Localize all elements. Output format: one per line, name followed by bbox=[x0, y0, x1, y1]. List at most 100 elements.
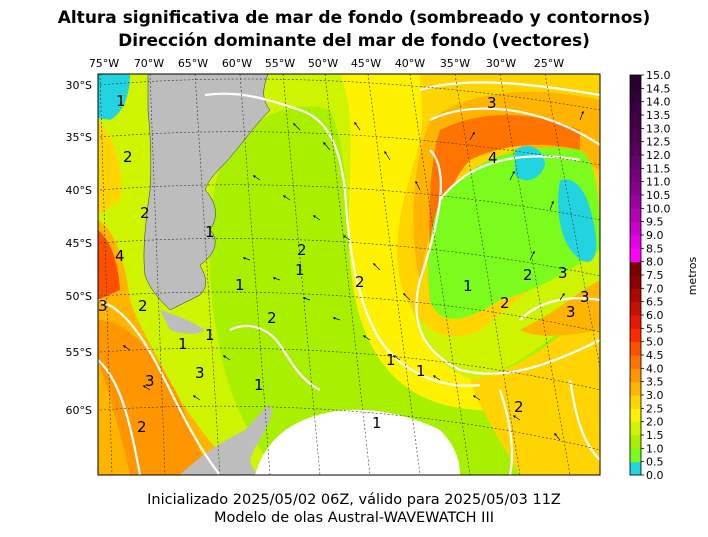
colorbar-segment bbox=[630, 341, 641, 356]
contour-label: 3 bbox=[487, 94, 497, 112]
contour-label: 1 bbox=[372, 414, 382, 432]
colorbar-segment bbox=[630, 435, 641, 449]
contour-label: 1 bbox=[116, 92, 126, 110]
contour-label: 1 bbox=[295, 261, 305, 279]
longitude-labels: 75°W 70°W 65°W 60°W 55°W 50°W 45°W 40°W … bbox=[89, 57, 564, 70]
colorbar-segment bbox=[630, 208, 641, 223]
lon-label: 30°W bbox=[486, 57, 516, 70]
colorbar-segment bbox=[630, 315, 641, 329]
colorbar-tick-label: 3.0 bbox=[646, 389, 664, 402]
colorbar-tick-label: 13.0 bbox=[646, 122, 671, 135]
contour-label: 4 bbox=[488, 149, 498, 167]
colorbar-segment bbox=[630, 275, 641, 289]
contour-label: 1 bbox=[254, 376, 264, 394]
map-subtitle: Dirección dominante del mar de fondo (ve… bbox=[118, 31, 590, 51]
colorbar-tick-label: 3.5 bbox=[646, 376, 664, 389]
map-frame bbox=[97, 73, 601, 476]
lon-label: 60°W bbox=[222, 57, 252, 70]
colorbar-tick-label: 11.5 bbox=[646, 162, 671, 175]
colorbar-segment bbox=[630, 261, 641, 276]
colorbar-segment bbox=[630, 168, 641, 183]
colorbar-tick-label: 4.0 bbox=[646, 362, 664, 375]
lat-label: 50°S bbox=[66, 290, 92, 303]
swell-vectors bbox=[122, 110, 584, 441]
colorbar-segment bbox=[630, 328, 641, 343]
map-title: Altura significativa de mar de fondo (so… bbox=[57, 8, 651, 28]
lon-label: 25°W bbox=[534, 57, 564, 70]
colorbar-tick-label: 14.5 bbox=[646, 82, 671, 95]
contour-label: 2 bbox=[123, 148, 133, 166]
colorbar: 0.00.51.01.52.02.53.03.54.04.55.05.56.06… bbox=[629, 69, 671, 482]
colorbar-segment bbox=[630, 181, 641, 196]
contour-label: 2 bbox=[140, 204, 150, 222]
contour-label: 1 bbox=[463, 277, 473, 295]
colorbar-tick-label: 1.5 bbox=[646, 429, 664, 442]
lon-label: 35°W bbox=[440, 57, 470, 70]
contour-label: 3 bbox=[580, 288, 590, 306]
contour-label: 3 bbox=[558, 264, 568, 282]
contour-label: 2 bbox=[514, 398, 524, 416]
contour-label: 1 bbox=[235, 276, 245, 294]
contour-label: 1 bbox=[416, 362, 426, 380]
contour-label: 3 bbox=[98, 297, 108, 315]
colorbar-tick-label: 5.5 bbox=[646, 322, 664, 335]
lat-label: 30°S bbox=[66, 79, 92, 92]
colorbar-segment bbox=[630, 115, 641, 129]
colorbar-tick-label: 8.0 bbox=[646, 256, 664, 269]
contour-label: 2 bbox=[297, 241, 307, 259]
colorbar-segment bbox=[630, 395, 641, 409]
footer-init-valid: Inicializado 2025/05/02 06Z, válido para… bbox=[147, 492, 561, 508]
colorbar-tick-label: 10.5 bbox=[646, 189, 671, 202]
contour-label: 3 bbox=[195, 364, 205, 382]
colorbar-tick-label: 7.5 bbox=[646, 269, 664, 282]
colorbar-tick-label: 8.5 bbox=[646, 242, 664, 255]
colorbar-segment bbox=[630, 75, 641, 89]
colorbar-segment bbox=[630, 235, 641, 249]
colorbar-segment bbox=[630, 301, 641, 316]
contour-label: 1 bbox=[205, 326, 215, 344]
colorbar-tick-label: 0.0 bbox=[646, 469, 664, 482]
colorbar-segment bbox=[630, 128, 641, 143]
lon-label: 40°W bbox=[395, 57, 425, 70]
contour-labels: 3 4 1 2 4 3 2 1 3 3 2 2 1 2 2 1 1 1 1 1 … bbox=[98, 92, 590, 436]
colorbar-tick-label: 4.5 bbox=[646, 349, 664, 362]
colorbar-label: metros bbox=[686, 256, 699, 295]
colorbar-segment bbox=[630, 421, 641, 436]
colorbar-segment bbox=[630, 248, 641, 263]
lon-label: 55°W bbox=[265, 57, 295, 70]
colorbar-tick-label: 5.0 bbox=[646, 336, 664, 349]
lat-label: 60°S bbox=[66, 404, 92, 417]
lon-label: 45°W bbox=[351, 57, 381, 70]
colorbar-segment bbox=[630, 288, 641, 303]
contour-label: 3 bbox=[566, 303, 576, 321]
map-area: 3 4 1 2 4 3 2 1 3 3 2 2 1 2 2 1 1 1 1 1 … bbox=[98, 74, 600, 475]
colorbar-segment bbox=[630, 101, 641, 116]
colorbar-tick-label: 2.5 bbox=[646, 402, 664, 415]
footer-model: Modelo de olas Austral-WAVEWATCH III bbox=[214, 510, 494, 526]
contour-label: 3 bbox=[145, 372, 155, 390]
lon-label: 50°W bbox=[308, 57, 338, 70]
colorbar-tick-label: 7.0 bbox=[646, 282, 664, 295]
colorbar-tick-label: 14.0 bbox=[646, 96, 671, 109]
colorbar-tick-label: 9.0 bbox=[646, 229, 664, 242]
colorbar-segment bbox=[630, 408, 641, 423]
colorbar-segment bbox=[630, 355, 641, 369]
colorbar-tick-label: 15.0 bbox=[646, 69, 671, 82]
colorbar-tick-label: 2.0 bbox=[646, 416, 664, 429]
colorbar-segment bbox=[630, 368, 641, 383]
colorbar-tick-label: 6.0 bbox=[646, 309, 664, 322]
contour-label: 1 bbox=[178, 335, 188, 353]
colorbar-tick-label: 1.0 bbox=[646, 442, 664, 455]
contour-label: 1 bbox=[205, 223, 215, 241]
lat-label: 35°S bbox=[66, 131, 92, 144]
lat-label: 45°S bbox=[66, 237, 92, 250]
colorbar-tick-label: 11.0 bbox=[646, 176, 671, 189]
colorbar-tick-label: 6.5 bbox=[646, 296, 664, 309]
contour-label: 4 bbox=[115, 247, 125, 265]
colorbar-segment bbox=[630, 195, 641, 209]
colorbar-segment bbox=[630, 155, 641, 169]
colorbar-tick-label: 0.5 bbox=[646, 456, 664, 469]
lon-label: 70°W bbox=[134, 57, 164, 70]
colorbar-tick-label: 10.0 bbox=[646, 202, 671, 215]
lat-label: 40°S bbox=[66, 184, 92, 197]
